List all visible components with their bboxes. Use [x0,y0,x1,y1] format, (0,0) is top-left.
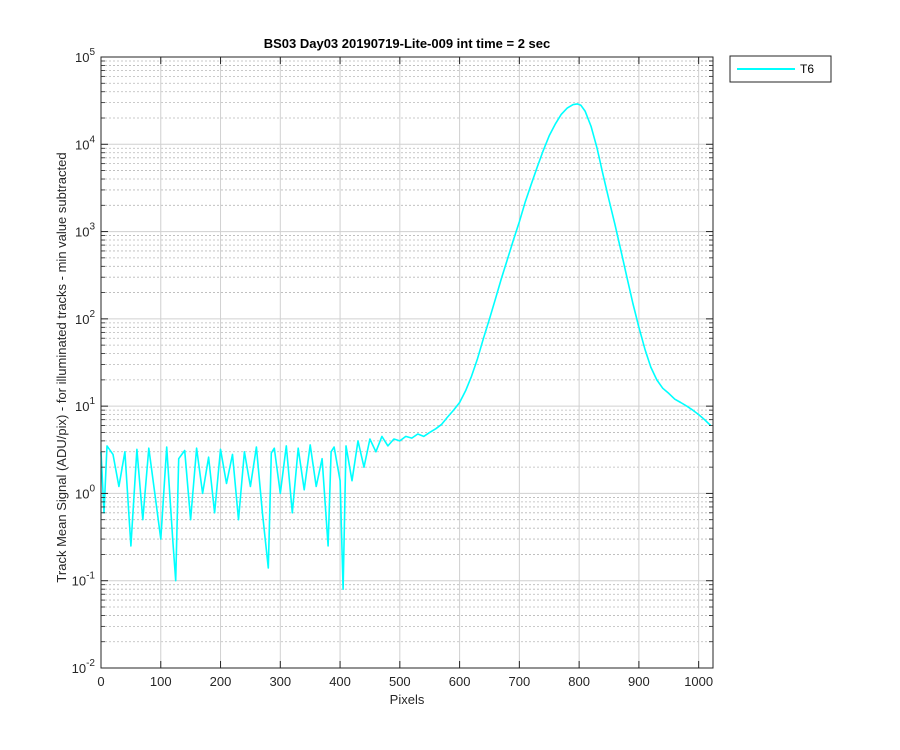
y-tick-label: 102 [75,309,95,327]
x-tick-label: 1000 [684,674,713,689]
x-tick-label: 100 [150,674,172,689]
y-tick-label: 101 [75,396,95,414]
axes-box [100,56,714,669]
legend-label-t6: T6 [800,62,814,76]
y-tick-label: 10-2 [72,658,96,676]
x-axis-label: Pixels [390,692,425,707]
y-tick-label: 103 [75,222,95,240]
plot-layer [100,103,712,590]
x-tick-label: 800 [568,674,590,689]
y-tick-label: 104 [75,134,95,152]
grid-layer [100,56,713,669]
x-tick-label: 600 [449,674,471,689]
x-tick-label: 500 [389,674,411,689]
series-line-t6 [100,103,712,590]
x-tick-label: 300 [269,674,291,689]
chart-title: BS03 Day03 20190719-Lite-009 int time = … [264,36,551,51]
y-tick-label: 100 [75,483,95,501]
x-tick-label: 200 [210,674,232,689]
x-tick-label: 0 [97,674,104,689]
x-tick-label: 400 [329,674,351,689]
y-tick-label: 10-1 [72,571,96,589]
x-tick-label: 700 [509,674,531,689]
y-tick-label: 105 [75,47,95,65]
x-tick-label: 900 [628,674,650,689]
y-axis-label: Track Mean Signal (ADU/pix) - for illumi… [54,152,69,582]
legend: T6 [729,55,832,83]
tick-layer: 10-2 10-1 100 101 102 103 104 105 0 100 200 300 400 5… [72,47,713,689]
